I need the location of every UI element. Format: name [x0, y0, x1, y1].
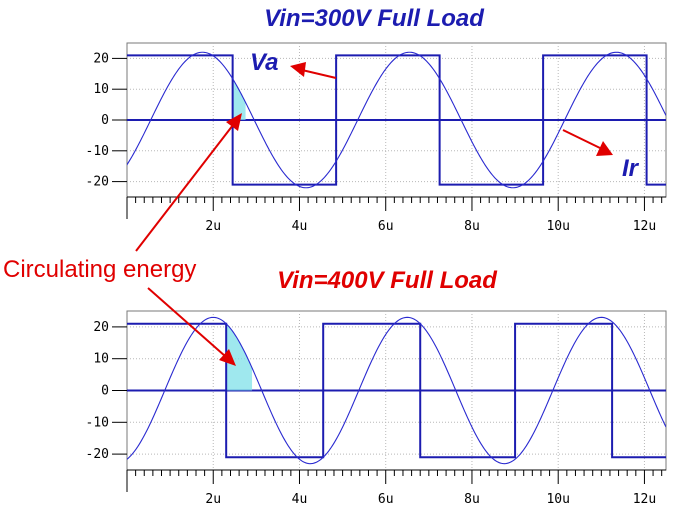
- series-ir-400v: [127, 316, 666, 465]
- va-label: Va: [250, 49, 278, 76]
- arrow-to-ir-head: [596, 141, 613, 156]
- plot-400v: 20 10 0 -10 -20 2u 4u 6u 8u 10u 12u: [86, 310, 667, 507]
- ir-label: Ir: [622, 155, 640, 182]
- y-tick-label-300v: 20: [93, 51, 109, 66]
- y-tick-label-400v: -20: [86, 447, 109, 462]
- x-tick-label-400v: 10u: [546, 492, 569, 507]
- y-tick-label-300v: -20: [86, 175, 109, 190]
- y-tick-label-400v: 20: [93, 320, 109, 335]
- y-tick-label-400v: 10: [93, 352, 109, 367]
- x-tick-label-300v: 10u: [546, 219, 569, 234]
- arrow-circulating-bottom-head: [219, 349, 236, 366]
- x-tick-label-300v: 2u: [205, 219, 221, 234]
- chart-title-300v: Vin=300V Full Load: [264, 5, 485, 32]
- arrow-to-va-head: [290, 62, 306, 77]
- x-tick-label-400v: 8u: [464, 492, 480, 507]
- arrow-to-ir: [562, 129, 601, 149]
- arrow-circulating-bottom: [147, 287, 226, 357]
- x-tick-label-400v: 6u: [378, 492, 394, 507]
- annotation-arrows: [135, 62, 613, 366]
- x-tick-label-300v: 8u: [464, 219, 480, 234]
- x-tick-label-400v: 2u: [205, 492, 221, 507]
- y-tick-label-300v: 10: [93, 82, 109, 97]
- x-tick-label-300v: 4u: [292, 219, 308, 234]
- series-va-300v: [127, 54, 666, 186]
- arrow-to-va: [301, 69, 337, 79]
- y-tick-label-300v: 0: [101, 113, 109, 128]
- y-tick-label-400v: -10: [86, 415, 109, 430]
- x-tick-label-400v: 12u: [633, 492, 656, 507]
- y-tick-label-400v: 0: [101, 384, 109, 399]
- series-ir-300v: [127, 51, 666, 189]
- arrow-circulating-top-head: [226, 113, 242, 131]
- x-tick-label-300v: 12u: [633, 219, 656, 234]
- plot-300v: 20 10 0 -10 -20 2u 4u 6u 8u 10u 12u: [86, 42, 667, 234]
- x-tick-label-400v: 4u: [292, 492, 308, 507]
- x-tick-label-300v: 6u: [378, 219, 394, 234]
- circulating-energy-area-300v: [232, 78, 246, 120]
- circulating-energy-area-400v: [226, 323, 253, 391]
- circulating-energy-label: Circulating energy: [3, 256, 196, 283]
- chart-title-400v: Vin=400V Full Load: [277, 267, 498, 294]
- series-va-400v: [127, 322, 666, 459]
- y-tick-label-300v: -10: [86, 144, 109, 159]
- arrow-circulating-top: [135, 124, 234, 252]
